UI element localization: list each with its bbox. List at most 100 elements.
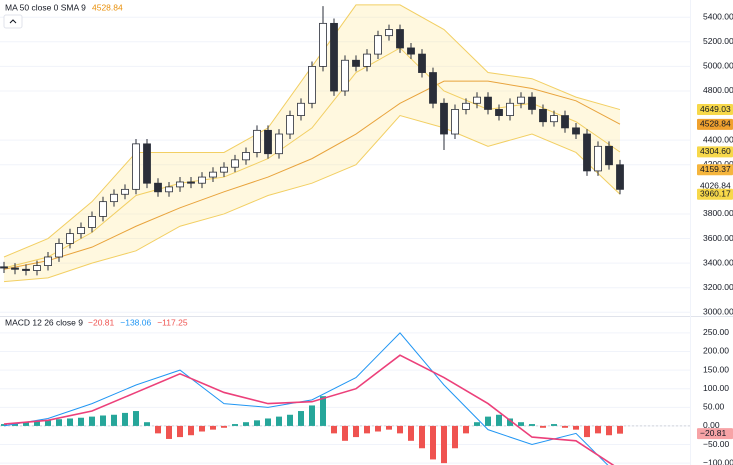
y-tick-label: 5200.00 <box>703 36 733 46</box>
candle-body <box>198 176 206 184</box>
candle-body <box>572 127 580 135</box>
y-tick-label: 50.00 <box>703 402 725 412</box>
histogram-bar <box>386 425 392 430</box>
y-tick-label: 5000.00 <box>703 61 733 71</box>
histogram-bar <box>111 414 117 426</box>
candle-body <box>594 145 602 172</box>
candle-body <box>121 188 129 195</box>
price-badge-label: 3960.17 <box>700 189 731 199</box>
y-tick-label: 3200.00 <box>703 282 733 292</box>
collapse-icon <box>9 19 17 24</box>
ma-legend: MA 50 close 0 SMA 9 <box>5 2 86 12</box>
candle-body <box>341 59 349 92</box>
candle-body <box>55 243 63 258</box>
histogram-bar <box>364 425 370 434</box>
y-tick-label: 250.00 <box>703 327 729 337</box>
candle-body <box>264 129 272 155</box>
histogram-bar <box>463 425 469 434</box>
candle-body <box>77 227 85 235</box>
candle-body <box>484 96 492 110</box>
candle-body <box>165 186 173 193</box>
candle-body <box>44 256 52 266</box>
candle-body <box>209 171 217 178</box>
candle-body <box>396 29 404 49</box>
candle-body <box>451 109 459 135</box>
histogram-bar <box>496 414 502 426</box>
candle-body <box>297 102 305 116</box>
candle-body <box>495 109 503 116</box>
candle-body <box>605 145 613 166</box>
y-tick-label: 4400.00 <box>703 134 733 144</box>
band-fill <box>4 4 620 282</box>
histogram-bar <box>232 424 238 426</box>
candle-body <box>154 182 162 193</box>
histogram-bar <box>375 425 381 432</box>
candle-body <box>231 159 239 168</box>
histogram-bar <box>122 412 128 426</box>
histogram-bar <box>1 424 7 426</box>
histogram-bar <box>100 415 106 426</box>
price-badge-label: 4304.60 <box>700 146 731 156</box>
candle-body <box>506 102 514 116</box>
price-badge-label: 4528.84 <box>700 119 731 129</box>
histogram-bar <box>210 425 216 430</box>
y-tick-label: 3600.00 <box>703 233 733 243</box>
candle-body <box>363 53 371 67</box>
price-badge <box>697 188 733 200</box>
histogram-bar <box>45 420 51 426</box>
histogram-bar <box>309 405 315 426</box>
y-tick-label: 5400.00 <box>703 11 733 21</box>
price-badge <box>697 118 733 130</box>
price-badge-label: 4649.03 <box>700 104 731 114</box>
y-tick-label: −100.00 <box>703 457 733 465</box>
histogram-bar <box>353 425 359 438</box>
histogram-bar <box>342 425 348 441</box>
histogram-bar <box>573 425 579 430</box>
candle-body <box>132 143 140 190</box>
histogram-bar <box>155 425 161 434</box>
histogram-bar <box>540 425 546 428</box>
candle-body <box>253 129 261 153</box>
price-badge <box>697 104 733 116</box>
candle-body <box>275 133 283 155</box>
histogram-bar <box>441 425 447 464</box>
candle-body <box>88 216 96 228</box>
histogram-bar <box>518 422 524 426</box>
candle-body <box>0 266 8 269</box>
y-tick-label: 4800.00 <box>703 85 733 95</box>
histogram-bar <box>276 416 282 426</box>
histogram-bar <box>474 422 480 426</box>
band-lower <box>3 115 621 283</box>
candle-body <box>308 65 316 104</box>
y-tick-label: −50.00 <box>703 439 730 449</box>
collapse-button[interactable] <box>3 14 23 29</box>
histogram-bar <box>144 422 150 426</box>
histogram-bar <box>34 421 40 426</box>
histogram-bar <box>507 418 513 426</box>
candle-body <box>539 109 547 123</box>
candle-body <box>176 181 184 188</box>
histogram-bar <box>254 420 260 426</box>
y-tick-label: 200.00 <box>703 346 729 356</box>
histogram-bar <box>166 425 172 439</box>
macd-legend-value: −138.06 <box>120 317 151 327</box>
y-tick-label: 100.00 <box>703 383 729 393</box>
histogram-bar <box>408 425 414 441</box>
histogram-bar <box>529 424 535 426</box>
histogram-bar <box>67 418 73 426</box>
histogram-bar <box>287 414 293 426</box>
candle-body <box>319 22 327 67</box>
candle-body <box>528 96 536 110</box>
macd-line <box>3 354 615 465</box>
histogram-bar <box>89 416 95 426</box>
candle-body <box>330 22 338 92</box>
price-badge <box>697 146 733 158</box>
candle-body <box>242 152 250 161</box>
candle-body <box>561 115 569 129</box>
y-tick-label: 3000.00 <box>703 307 733 317</box>
histogram-bar <box>265 418 271 426</box>
candle-body <box>418 53 426 73</box>
candle-body <box>22 268 30 271</box>
price-badge-label: 4159.37 <box>700 164 731 174</box>
